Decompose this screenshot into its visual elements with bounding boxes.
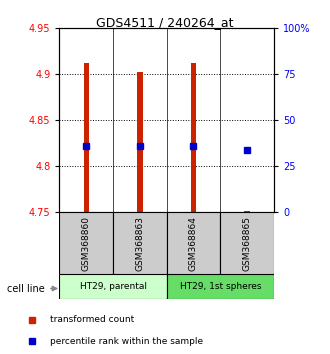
Bar (220, 212, 274, 274)
Bar (137, 73, 143, 212)
Text: HT29, parental: HT29, parental (80, 282, 147, 291)
Bar (245, 211, 250, 212)
Bar (167, 212, 220, 274)
Bar (83, 63, 89, 212)
Text: GSM368863: GSM368863 (135, 216, 144, 271)
Text: cell line: cell line (7, 284, 44, 293)
Text: GSM368865: GSM368865 (243, 216, 251, 271)
Text: HT29, 1st spheres: HT29, 1st spheres (180, 282, 261, 291)
Text: percentile rank within the sample: percentile rank within the sample (50, 337, 203, 346)
Bar (59, 212, 113, 274)
Text: GDS4511 / 240264_at: GDS4511 / 240264_at (96, 16, 234, 29)
Text: transformed count: transformed count (50, 315, 134, 324)
Text: GSM368860: GSM368860 (82, 216, 91, 271)
Bar (113, 212, 167, 274)
Bar (59, 274, 167, 299)
Bar (191, 63, 196, 212)
Bar (167, 274, 274, 299)
Text: GSM368864: GSM368864 (189, 216, 198, 271)
